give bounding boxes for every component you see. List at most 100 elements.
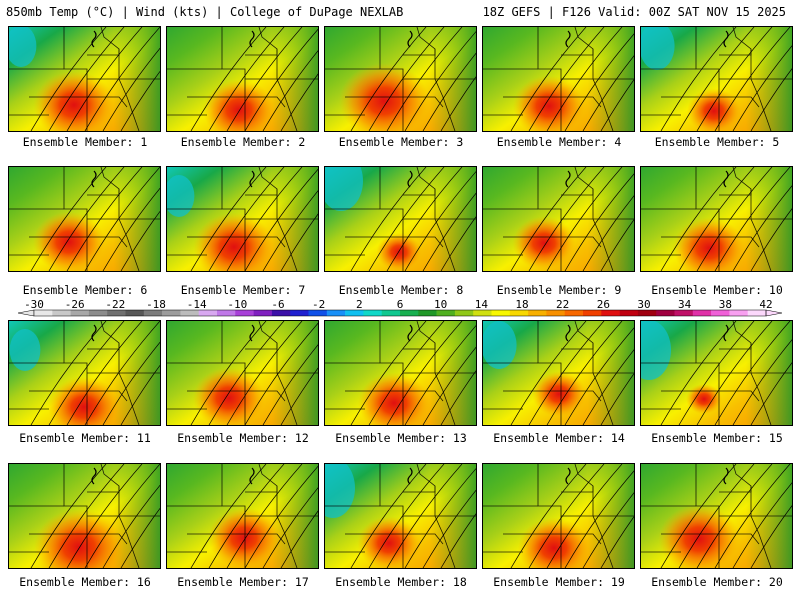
colorbar-swatch xyxy=(747,310,767,316)
colorbar-swatch xyxy=(345,310,364,316)
ensemble-member-label-15: Ensemble Member: 15 xyxy=(651,431,783,445)
ensemble-map-16 xyxy=(8,463,161,569)
colorbar-tick-label: 2 xyxy=(356,300,363,311)
colorbar-swatch xyxy=(692,310,712,316)
colorbar-swatch xyxy=(290,310,309,316)
colorbar-swatch xyxy=(162,310,181,316)
colorbar-tick-label: 18 xyxy=(515,300,528,311)
colorbar-swatch xyxy=(143,310,163,316)
colorbar-tick-label: -26 xyxy=(65,300,85,311)
colorbar-swatch xyxy=(271,310,291,316)
ensemble-member-label-7: Ensemble Member: 7 xyxy=(180,283,306,297)
colorbar-swatch xyxy=(217,310,236,316)
colorbar-swatch xyxy=(400,310,419,316)
ensemble-map-18 xyxy=(324,463,477,569)
colorbar-swatch xyxy=(674,310,694,316)
colorbar-tick-label: 42 xyxy=(759,300,772,311)
colorbar-tick-label: 30 xyxy=(637,300,650,311)
ensemble-member-label-17: Ensemble Member: 17 xyxy=(177,575,309,589)
colorbar-swatch xyxy=(564,310,584,316)
colorbar-swatch xyxy=(619,310,639,316)
ensemble-member-label-6: Ensemble Member: 6 xyxy=(22,283,148,297)
ensemble-member-label-8: Ensemble Member: 8 xyxy=(338,283,464,297)
ensemble-member-label-1: Ensemble Member: 1 xyxy=(22,135,148,149)
colorbar-tick-label: -2 xyxy=(312,300,325,311)
ensemble-map-14 xyxy=(482,320,635,426)
colorbar-swatch xyxy=(107,310,126,316)
colorbar-swatch xyxy=(180,310,199,316)
ensemble-member-label-9: Ensemble Member: 9 xyxy=(496,283,622,297)
ensemble-map-3 xyxy=(324,26,477,132)
colorbar-swatch xyxy=(436,310,456,316)
colorbar-swatch xyxy=(253,310,273,316)
colorbar-tick-label: -10 xyxy=(227,300,247,311)
ensemble-map-13 xyxy=(324,320,477,426)
ensemble-map-20 xyxy=(640,463,793,569)
colorbar-swatch xyxy=(34,310,53,316)
colorbar-swatch xyxy=(637,310,657,316)
colorbar-tick-label: 22 xyxy=(556,300,569,311)
colorbar-swatch xyxy=(381,310,401,316)
ensemble-member-label-20: Ensemble Member: 20 xyxy=(651,575,783,589)
colorbar-swatch xyxy=(711,310,730,316)
colorbar-swatch xyxy=(473,310,492,316)
ensemble-member-label-5: Ensemble Member: 5 xyxy=(654,135,780,149)
ensemble-map-6 xyxy=(8,166,161,272)
colorbar-tick-label: 26 xyxy=(597,300,610,311)
colorbar-swatch xyxy=(70,310,90,316)
ensemble-member-label-18: Ensemble Member: 18 xyxy=(335,575,467,589)
colorbar-tick-label: -22 xyxy=(105,300,125,311)
ensemble-map-10 xyxy=(640,166,793,272)
ensemble-map-8 xyxy=(324,166,477,272)
colorbar-swatch xyxy=(52,310,71,316)
colorbar-swatch xyxy=(601,310,620,316)
colorbar-swatch xyxy=(418,310,437,316)
colorbar-swatch xyxy=(235,310,254,316)
temperature-colorbar: -30 -26 -22 -18 -14 -10 -6 -2 2 6 10 14 18 22 26 30 34 38… xyxy=(17,300,783,317)
run-valid-time: 18Z GEFS | F126 Valid: 00Z SAT NOV 15 20… xyxy=(482,5,786,19)
colorbar-tick-label: -18 xyxy=(146,300,166,311)
colorbar-swatch xyxy=(198,310,218,316)
ensemble-map-9 xyxy=(482,166,635,272)
ensemble-map-19 xyxy=(482,463,635,569)
colorbar-swatch xyxy=(363,310,382,316)
ensemble-map-15 xyxy=(640,320,793,426)
ensemble-member-label-4: Ensemble Member: 4 xyxy=(496,135,622,149)
ensemble-map-5 xyxy=(640,26,793,132)
ensemble-member-label-19: Ensemble Member: 19 xyxy=(493,575,625,589)
colorbar-tick-label: 14 xyxy=(475,300,489,311)
colorbar-swatch xyxy=(326,310,346,316)
colorbar-tick-label: 6 xyxy=(397,300,404,311)
colorbar-swatch xyxy=(546,310,565,316)
colorbar-tick-label: -6 xyxy=(271,300,284,311)
colorbar-tick-label: 34 xyxy=(678,300,692,311)
colorbar-swatch xyxy=(491,310,511,316)
ensemble-map-2 xyxy=(166,26,319,132)
ensemble-member-label-14: Ensemble Member: 14 xyxy=(493,431,625,445)
colorbar-tick-label: -14 xyxy=(187,300,207,311)
colorbar-swatch xyxy=(509,310,529,316)
colorbar-tick-label: 38 xyxy=(719,300,732,311)
colorbar-swatch xyxy=(88,310,108,316)
ensemble-member-label-12: Ensemble Member: 12 xyxy=(177,431,309,445)
chart-title: 850mb Temp (°C) | Wind (kts) | College o… xyxy=(6,5,404,19)
ensemble-member-label-10: Ensemble Member: 10 xyxy=(651,283,783,297)
ensemble-member-label-3: Ensemble Member: 3 xyxy=(338,135,464,149)
ensemble-map-4 xyxy=(482,26,635,132)
ensemble-member-label-16: Ensemble Member: 16 xyxy=(19,575,151,589)
ensemble-map-12 xyxy=(166,320,319,426)
colorbar-swatch xyxy=(308,310,328,316)
ensemble-map-11 xyxy=(8,320,161,426)
ensemble-map-7 xyxy=(166,166,319,272)
colorbar-swatch xyxy=(729,310,748,316)
colorbar-swatch xyxy=(528,310,547,316)
colorbar-tick-label: -30 xyxy=(24,300,44,311)
colorbar-swatch xyxy=(583,310,602,316)
colorbar-tick-label: 10 xyxy=(434,300,447,311)
colorbar-swatch xyxy=(656,310,675,316)
colorbar-swatch xyxy=(454,310,474,316)
ensemble-member-label-11: Ensemble Member: 11 xyxy=(19,431,151,445)
ensemble-map-1 xyxy=(8,26,161,132)
colorbar-swatch xyxy=(125,310,145,316)
ensemble-map-17 xyxy=(166,463,319,569)
